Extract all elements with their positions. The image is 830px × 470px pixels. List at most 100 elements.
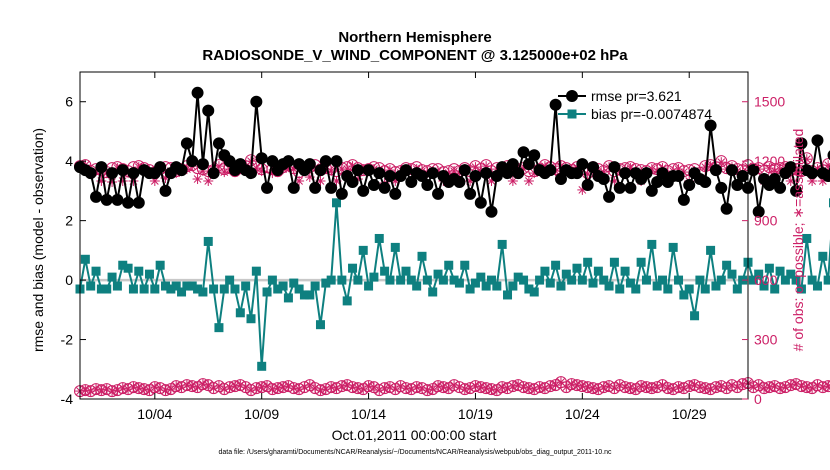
bias-point — [326, 275, 336, 285]
rmse-point — [255, 152, 268, 165]
rmse-point — [517, 146, 530, 159]
bias-point — [593, 266, 603, 276]
rmse-point — [421, 178, 434, 191]
bias-point — [631, 284, 641, 294]
rmse-point — [715, 181, 728, 194]
rmse-point — [806, 167, 819, 180]
rmse-point — [154, 161, 167, 174]
obs-assimilated-point — [646, 383, 657, 394]
bias-point — [283, 293, 293, 303]
bias-point — [230, 284, 240, 294]
obs-assimilated-point — [427, 384, 438, 395]
obs-assimilated-point — [518, 382, 529, 393]
y-tick-label-right: 900 — [754, 213, 778, 229]
rmse-point — [811, 134, 824, 147]
rmse-point — [90, 190, 103, 203]
obs-assimilated-point — [192, 174, 203, 185]
bias-point — [299, 290, 309, 300]
bias-point — [214, 323, 224, 333]
y-tick-label-right: 300 — [754, 332, 778, 348]
rmse-point — [645, 184, 658, 197]
rmse-point — [677, 193, 690, 206]
bias-point — [551, 260, 561, 270]
legend-rmse-marker — [566, 90, 578, 102]
rmse-point — [672, 170, 685, 183]
rmse-point — [576, 158, 589, 171]
bias-point — [422, 275, 432, 285]
bias-point — [315, 320, 325, 330]
bias-point — [609, 257, 619, 267]
obs-assimilated-point — [753, 380, 764, 391]
obs-assimilated-point — [737, 379, 748, 390]
bias-point — [780, 275, 790, 285]
bias-point — [278, 281, 288, 291]
obs-assimilated-point — [764, 382, 775, 393]
obs-assimilated-point — [523, 383, 534, 394]
legend-bias: bias pr=-0.0074874 — [558, 106, 712, 122]
obs-assimilated-point — [203, 176, 214, 186]
rmse-point — [330, 155, 343, 168]
bias-point — [193, 284, 203, 294]
legend-rmse-label: rmse pr=3.621 — [591, 88, 682, 104]
rmse-point — [314, 164, 327, 177]
bias-point — [406, 275, 416, 285]
obs-assimilated-point — [673, 382, 684, 393]
bias-point — [171, 281, 181, 291]
bias-point — [112, 281, 122, 291]
chart-subtitle: RADIOSONDE_V_WIND_COMPONENT @ 3.125000e+… — [202, 47, 628, 64]
bias-point — [385, 275, 395, 285]
obs-assimilated-point — [219, 167, 230, 178]
rmse-point — [191, 86, 204, 99]
bias-point — [818, 251, 828, 261]
bias-point — [412, 281, 422, 291]
bias-point — [802, 233, 812, 243]
bias-point — [583, 257, 593, 267]
bias-point — [225, 275, 235, 285]
rmse-point — [346, 175, 359, 188]
bias-point — [433, 269, 443, 279]
x-tick-label: 10/24 — [565, 406, 600, 422]
bias-point — [273, 284, 283, 294]
bias-point — [332, 198, 342, 208]
rmse-point — [736, 170, 749, 183]
bias-point — [219, 284, 229, 294]
obs-assimilated-point — [716, 157, 727, 168]
bias-point — [369, 272, 379, 282]
rmse-point — [784, 161, 797, 174]
rmse-point — [549, 98, 562, 111]
obs-assimilated-point — [550, 380, 561, 391]
rmse-point — [522, 158, 535, 171]
bias-point — [572, 263, 582, 273]
x-axis-label: Oct.01,2011 00:00:00 start — [332, 427, 497, 443]
y-tick-label-right: 0 — [754, 391, 762, 407]
chart-title: Northern Hemisphere — [338, 29, 492, 46]
x-tick-label: 10/19 — [458, 406, 493, 422]
y-tick-label-right: 1200 — [754, 153, 785, 169]
rmse-point — [159, 184, 172, 197]
rmse-point — [587, 161, 600, 174]
rmse-point — [335, 187, 348, 200]
bias-point — [438, 275, 448, 285]
bias-point — [449, 275, 459, 285]
x-tick-label: 10/29 — [672, 406, 707, 422]
bias-point — [198, 287, 208, 297]
rmse-point — [389, 187, 402, 200]
legend-bias-label: bias pr=-0.0074874 — [591, 106, 712, 122]
y-tick-label-left: -4 — [61, 391, 74, 407]
rmse-point — [822, 170, 830, 183]
right-y-axis-label: # of obs: o=possible; ∗=assimilated — [790, 129, 806, 352]
rmse-point — [704, 119, 717, 132]
rmse-point — [480, 167, 493, 180]
rmse-point — [683, 178, 696, 191]
rmse-point — [245, 167, 258, 180]
bias-point — [182, 281, 192, 291]
obs-assimilated-point — [165, 384, 176, 395]
rmse-point — [373, 167, 386, 180]
bias-point — [674, 275, 684, 285]
bias-point — [764, 263, 774, 273]
bias-point — [267, 275, 277, 285]
x-tick-label: 10/14 — [351, 406, 386, 422]
bias-point — [727, 269, 737, 279]
obs-assimilated-point — [641, 382, 652, 393]
rmse-point — [383, 170, 396, 183]
